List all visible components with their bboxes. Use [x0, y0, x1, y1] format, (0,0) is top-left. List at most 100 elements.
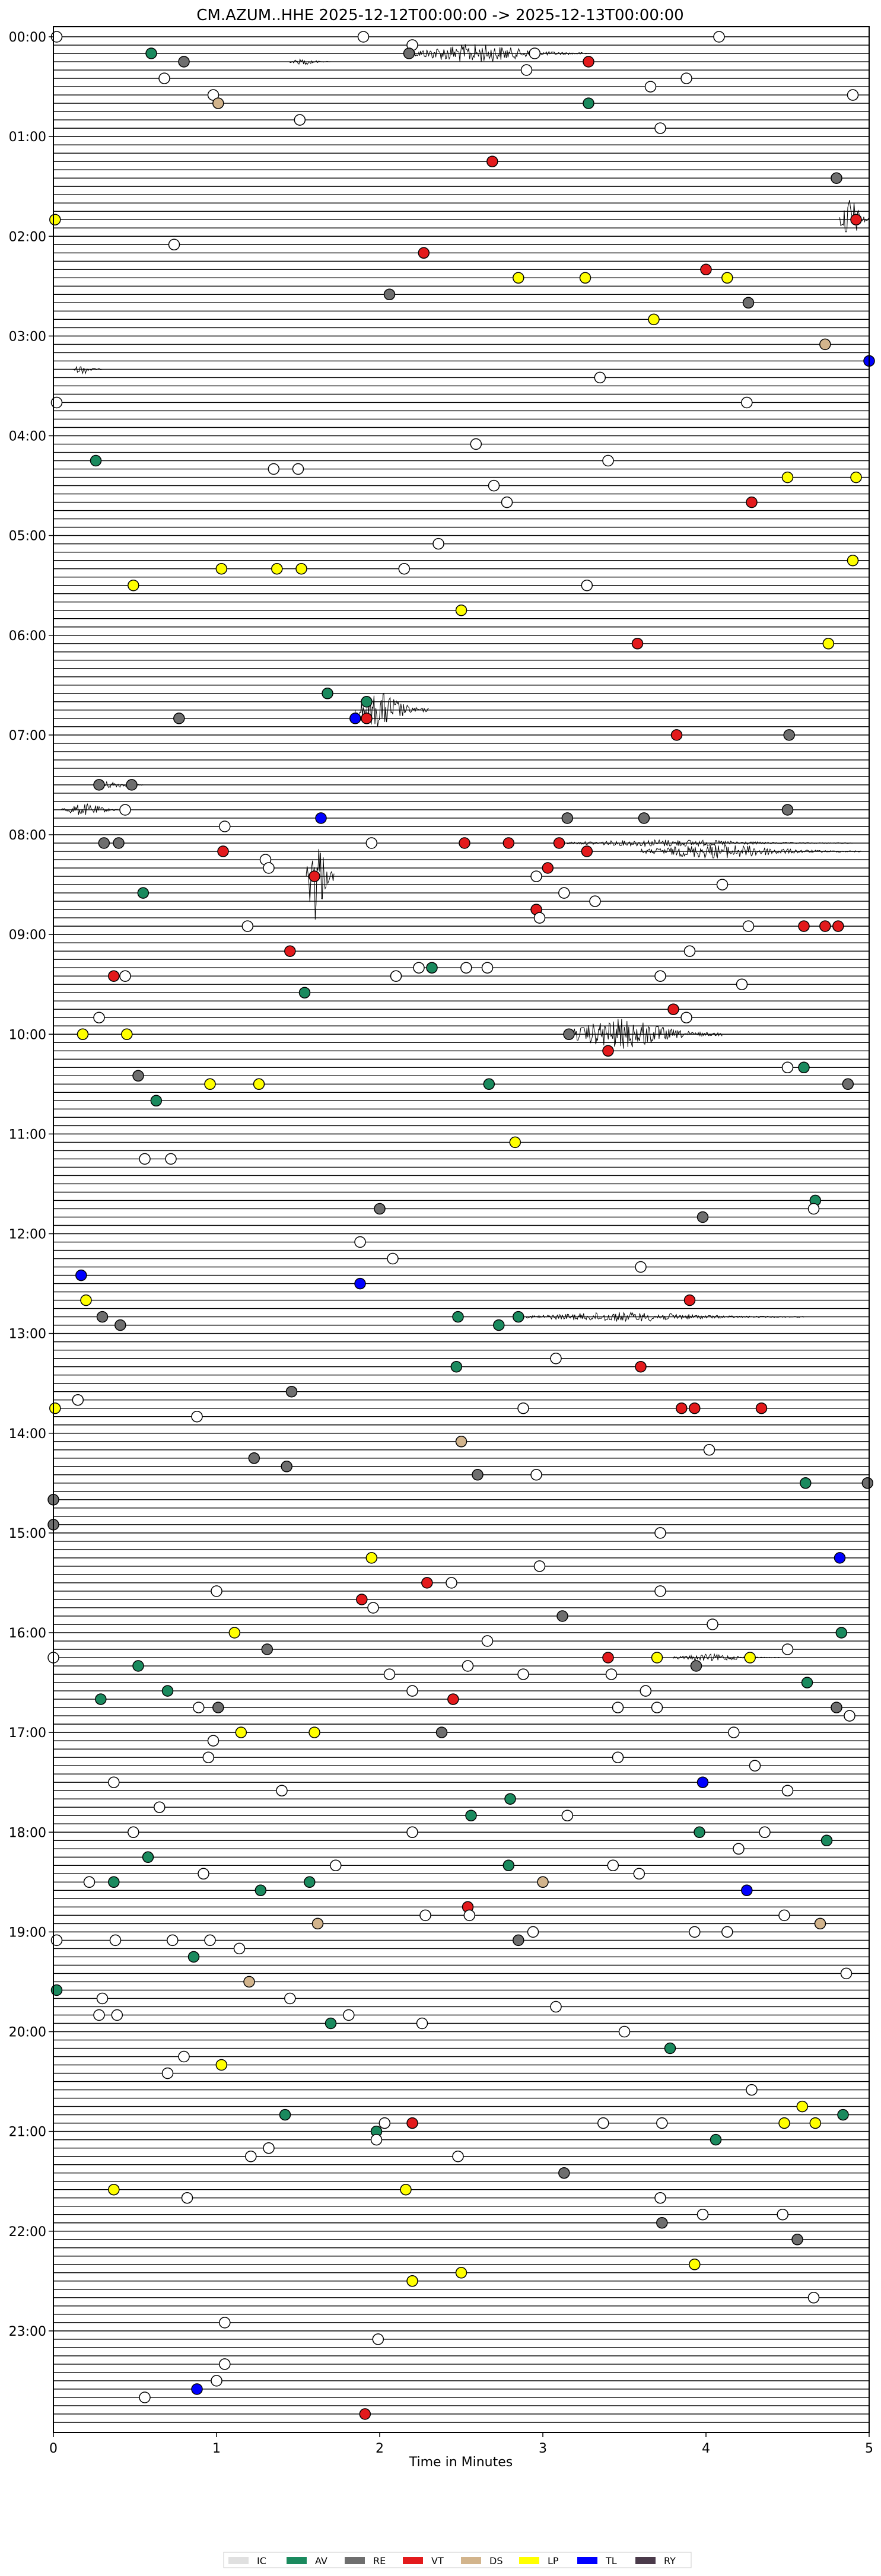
event-marker-ic [605, 1668, 618, 1680]
event-marker-vt [602, 1652, 614, 1664]
event-marker-re [435, 1726, 448, 1738]
x-tick-label: 0 [49, 2441, 58, 2456]
event-marker-ic [416, 2017, 428, 2030]
event-marker-ic [432, 538, 444, 550]
waveform-burst [306, 848, 335, 920]
y-tick-label: 03:00 [9, 329, 46, 344]
event-marker-re [690, 1660, 702, 1672]
event-marker-ic [165, 1153, 177, 1165]
event-marker-lp [406, 2275, 418, 2287]
event-marker-ic [597, 2117, 609, 2129]
event-marker-re [842, 1078, 854, 1090]
event-marker-ic [656, 2117, 668, 2129]
event-marker-vt [689, 1402, 701, 1414]
event-marker-ic [470, 438, 482, 450]
event-marker-re [261, 1643, 273, 1655]
event-marker-lp [850, 471, 862, 484]
event-marker-vt [447, 1693, 459, 1705]
event-marker-ic [354, 1236, 366, 1248]
event-marker-ic [139, 2391, 151, 2403]
event-marker-av [710, 2133, 722, 2146]
event-marker-vt [418, 247, 430, 259]
event-marker-re [285, 1385, 298, 1398]
waveform-burst [839, 199, 870, 233]
event-marker-vt [359, 2408, 371, 2420]
waveform-burst [640, 844, 861, 859]
event-marker-av [583, 97, 594, 109]
y-tick-label: 12:00 [9, 1227, 46, 1242]
event-marker-lp [108, 2183, 120, 2196]
event-marker-ic [96, 1992, 109, 2005]
event-marker-re [98, 837, 110, 849]
event-marker-tl [834, 1552, 846, 1564]
event-marker-ic [581, 579, 593, 591]
event-marker-av [142, 1851, 154, 1863]
event-marker-vt [406, 2117, 418, 2129]
event-marker-re [212, 1702, 224, 1713]
event-marker-vt [361, 713, 373, 724]
event-marker-ic [72, 1394, 84, 1406]
y-tick-label: 10:00 [9, 1028, 46, 1042]
waveform-burst [290, 58, 331, 65]
event-marker-vt [583, 56, 594, 68]
event-marker-lp [455, 2267, 467, 2279]
event-marker-ic [654, 122, 666, 134]
event-marker-ic [654, 2192, 666, 2204]
event-marker-ic [680, 72, 692, 84]
event-marker-re [281, 1461, 292, 1473]
event-marker-av [694, 1826, 705, 1839]
event-marker-lp [365, 1552, 378, 1564]
event-marker-ic [680, 1012, 692, 1023]
legend-label-re: RE [373, 2555, 386, 2567]
event-marker-re [96, 1311, 109, 1323]
event-marker-ds [311, 1917, 324, 1930]
y-tick-label: 05:00 [9, 529, 46, 544]
event-marker-ic [168, 238, 180, 251]
event-marker-ic [654, 1527, 666, 1539]
event-marker-ic [527, 1926, 539, 1938]
event-marker-ic [128, 1826, 139, 1839]
event-marker-re [558, 2167, 570, 2179]
event-marker-lp [308, 1726, 320, 1738]
event-marker-re [783, 729, 795, 741]
event-marker-vt [502, 837, 515, 849]
event-marker-ic [181, 2192, 193, 2204]
waveform-burst [567, 1019, 723, 1049]
event-marker-ic [383, 1668, 396, 1680]
event-marker-av [504, 1793, 516, 1805]
event-marker-ic [517, 1402, 529, 1414]
event-marker-re [113, 837, 125, 849]
event-marker-vt [700, 263, 712, 276]
event-marker-ic [211, 2375, 222, 2387]
event-marker-ic [233, 1942, 246, 1955]
event-marker-ds [814, 1917, 826, 1930]
event-marker-ic [840, 1967, 853, 1980]
event-marker-ic [501, 496, 513, 508]
legend-label-tl: TL [605, 2555, 617, 2567]
event-marker-ic [654, 1585, 666, 1597]
event-marker-vt [602, 1045, 614, 1057]
event-marker-re [556, 1610, 568, 1622]
event-marker-ic [108, 1776, 120, 1788]
event-marker-ic [93, 2009, 105, 2021]
event-marker-vt [832, 920, 844, 932]
event-marker-ic [198, 1868, 209, 1880]
y-tick-label: 06:00 [9, 629, 46, 644]
event-marker-lp [295, 562, 307, 575]
event-marker-ic [292, 463, 304, 475]
event-marker-ic [530, 870, 542, 882]
waveform-burst [355, 692, 429, 727]
event-marker-ic [119, 970, 131, 982]
event-marker-re [472, 1469, 484, 1481]
event-marker-vt [819, 920, 831, 932]
event-marker-ic [263, 862, 275, 874]
event-marker-re [638, 812, 650, 824]
event-marker-ic [558, 887, 570, 899]
legend-label-ds: DS [489, 2555, 502, 2567]
event-marker-ic [488, 479, 500, 492]
event-marker-ic [759, 1826, 771, 1839]
event-marker-av [161, 1685, 174, 1697]
event-marker-lp [579, 272, 591, 284]
event-marker-ic [550, 1352, 562, 1365]
event-marker-re [831, 172, 842, 184]
